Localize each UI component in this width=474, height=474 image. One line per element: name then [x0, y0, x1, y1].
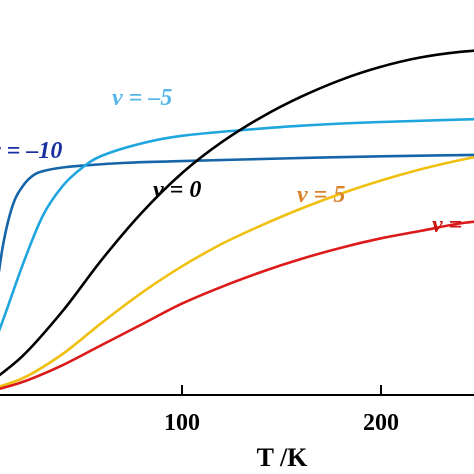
x-tick-label-200: 200 [363, 410, 399, 436]
label-v-minus-10: v = –10 [0, 138, 62, 164]
label-v-minus-5: v = –5 [112, 85, 172, 111]
curve-v-minus-5 [0, 117, 474, 332]
curve-v-5 [0, 156, 474, 388]
label-v-5: v = 5 [297, 182, 345, 208]
label-v-red: v = [432, 212, 462, 238]
curve-v-minus-10 [0, 153, 474, 274]
label-v-0: v = 0 [153, 177, 201, 203]
curve-v-red [0, 220, 474, 391]
curve-v-0 [0, 49, 474, 377]
x-axis-title: T /K [257, 443, 309, 472]
curves-layer [0, 49, 474, 391]
x-tick-label-100: 100 [164, 410, 200, 436]
